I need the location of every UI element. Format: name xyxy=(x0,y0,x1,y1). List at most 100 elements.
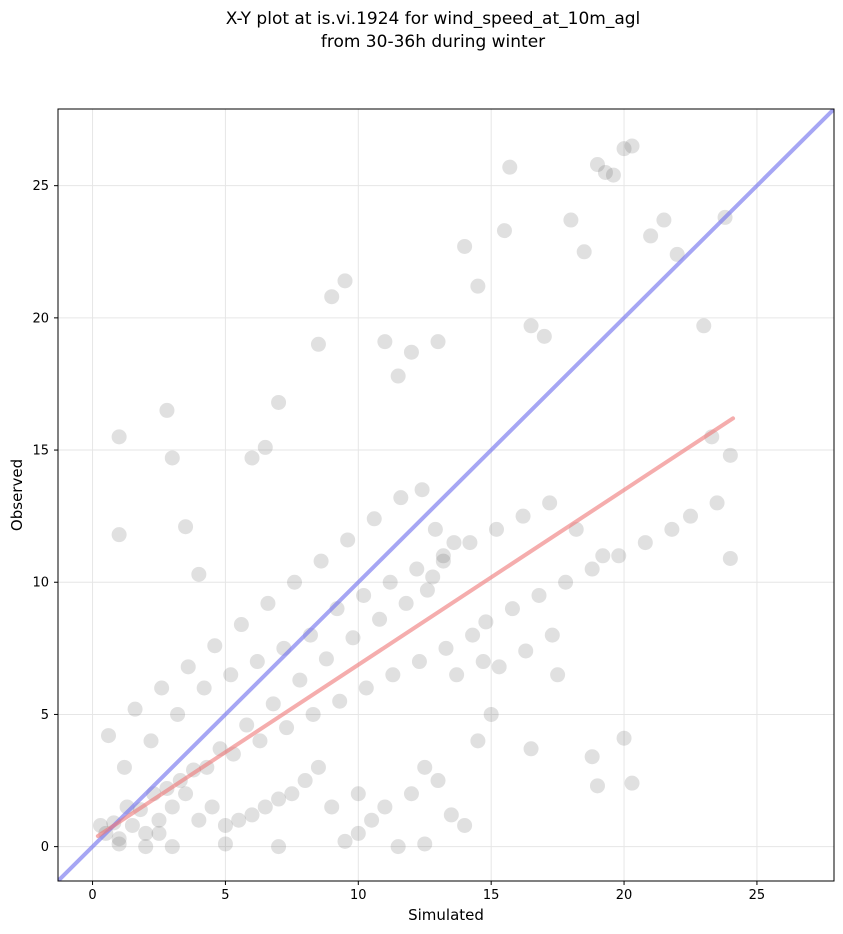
scatter-point xyxy=(252,733,268,749)
scatter-point xyxy=(337,833,353,849)
scatter-point xyxy=(462,535,478,551)
scatter-point xyxy=(515,508,531,524)
chart-title: X-Y plot at is.vi.1924 for wind_speed_at… xyxy=(225,9,641,29)
scatter-point xyxy=(244,450,260,466)
scatter-point xyxy=(682,508,698,524)
scatter-point xyxy=(217,817,233,833)
scatter-point xyxy=(340,532,356,548)
scatter-point xyxy=(249,654,265,670)
scatter-point xyxy=(310,759,326,775)
chart-subtitle: from 30-36h during winter xyxy=(320,32,546,52)
scatter-point xyxy=(664,521,680,537)
y-tick-label: 10 xyxy=(32,576,49,591)
scatter-point xyxy=(231,812,247,828)
scatter-point xyxy=(465,627,481,643)
scatter-point xyxy=(411,654,427,670)
scatter-point xyxy=(324,799,340,815)
scatter-point xyxy=(191,566,207,582)
scatter-point xyxy=(542,495,558,511)
scatter-point xyxy=(313,553,329,569)
scatter-point xyxy=(127,701,143,717)
scatter-point xyxy=(265,696,281,712)
scatter-point xyxy=(292,672,308,688)
x-tick-label: 20 xyxy=(616,888,633,903)
scatter-point xyxy=(523,741,539,757)
x-axis-label: Simulated xyxy=(408,906,484,924)
scatter-point xyxy=(637,535,653,551)
scatter-point xyxy=(390,368,406,384)
scatter-point xyxy=(257,439,273,455)
scatter-point xyxy=(204,799,220,815)
scatter-point xyxy=(696,318,712,334)
ticks: 0 5 10 15 20 25 0 5 10 15 20 25 xyxy=(32,179,765,903)
scatter-point xyxy=(597,164,613,180)
scatter-point xyxy=(709,495,725,511)
scatter-point xyxy=(470,733,486,749)
scatter-point xyxy=(138,825,154,841)
scatter-point xyxy=(611,548,627,564)
scatter-point xyxy=(244,807,260,823)
lines-layer xyxy=(58,109,834,881)
scatter-point xyxy=(305,706,321,722)
scatter-point xyxy=(279,720,295,736)
scatter-point xyxy=(531,587,547,603)
scatter-point xyxy=(624,138,640,154)
scatter-point xyxy=(178,519,194,535)
scatter-point xyxy=(430,334,446,350)
scatter-point xyxy=(310,336,326,352)
scatter-point xyxy=(324,289,340,305)
x-tick-label: 0 xyxy=(88,888,96,903)
scatter-point xyxy=(138,839,154,855)
scatter-point xyxy=(124,817,140,833)
scatter-point xyxy=(143,733,159,749)
scatter-point xyxy=(223,667,239,683)
scatter-point xyxy=(491,659,507,675)
scatter-point xyxy=(589,157,605,173)
scatter-point xyxy=(196,680,212,696)
y-tick-label: 0 xyxy=(41,840,49,855)
scatter-point xyxy=(496,223,512,239)
scatter-point xyxy=(584,561,600,577)
scatter-point xyxy=(350,825,366,841)
regression-line xyxy=(95,416,736,839)
scatter-point xyxy=(116,759,132,775)
scatter-point xyxy=(271,394,287,410)
scatter-point xyxy=(151,812,167,828)
scatter-point xyxy=(584,749,600,765)
scatter-point xyxy=(483,706,499,722)
scatter-point xyxy=(111,527,127,543)
scatter-point xyxy=(337,273,353,289)
scatter-point xyxy=(435,548,451,564)
scatter-point xyxy=(382,574,398,590)
scatter-point xyxy=(356,587,372,603)
scatter-point xyxy=(180,659,196,675)
plot-frame xyxy=(57,108,835,882)
scatter-point xyxy=(488,521,504,537)
scatter-point xyxy=(518,643,534,659)
y-tick-label: 15 xyxy=(32,444,49,459)
scatter-point xyxy=(558,574,574,590)
scatter-point xyxy=(475,654,491,670)
scatter-point xyxy=(417,759,433,775)
scatter-point xyxy=(287,574,303,590)
scatter-point xyxy=(425,569,441,585)
scatter-point xyxy=(284,786,300,802)
scatter-point xyxy=(446,535,462,551)
scatter-point xyxy=(239,717,255,733)
scatter-point xyxy=(414,482,430,498)
scatter-point xyxy=(358,680,374,696)
scatter-point xyxy=(449,667,465,683)
scatter-point xyxy=(403,344,419,360)
scatter-point xyxy=(100,728,116,744)
scatter-point xyxy=(350,786,366,802)
scatter-point xyxy=(470,278,486,294)
scatter-point xyxy=(417,836,433,852)
scatter-point xyxy=(419,582,435,598)
scatter-point xyxy=(478,614,494,630)
scatter-point xyxy=(443,807,459,823)
scatter-point xyxy=(435,553,451,569)
scatter-point xyxy=(563,212,579,228)
scatter-point xyxy=(403,786,419,802)
scatter-point xyxy=(93,817,109,833)
